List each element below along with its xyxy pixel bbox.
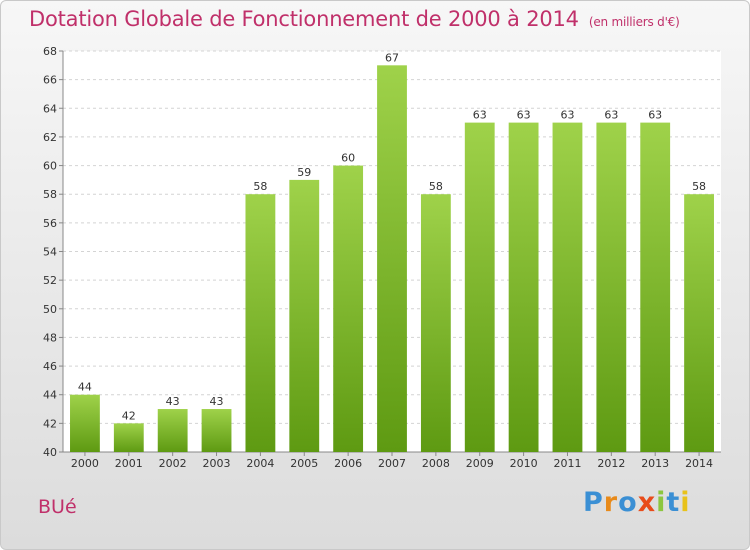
logo-letter: i	[656, 487, 667, 518]
bar-value-label: 63	[648, 109, 662, 122]
bar-value-label: 43	[166, 395, 180, 408]
logo-letter: t	[666, 487, 681, 518]
logo-letter: x	[637, 487, 657, 518]
x-tick-label: 2003	[203, 457, 231, 470]
bar-value-label: 60	[341, 152, 355, 165]
bar-value-label: 63	[560, 109, 574, 122]
bar-value-label: 43	[210, 395, 224, 408]
bar	[113, 423, 144, 452]
x-tick-label: 2009	[466, 457, 494, 470]
bar	[333, 165, 364, 453]
y-tick-label: 64	[43, 102, 57, 115]
x-tick-label: 2002	[159, 457, 187, 470]
logo-letter: i	[680, 487, 691, 518]
chart-title-text: Dotation Globale de Fonctionnement de 20…	[29, 7, 579, 31]
logo-letter: o	[618, 487, 638, 518]
y-tick-label: 48	[43, 331, 57, 344]
bar-value-label: 63	[604, 109, 618, 122]
y-tick-label: 66	[43, 74, 57, 87]
bar-value-label: 58	[429, 180, 443, 193]
x-tick-label: 2012	[597, 457, 625, 470]
x-tick-label: 2013	[641, 457, 669, 470]
logo-letter: P	[583, 487, 604, 518]
x-tick-label: 2011	[553, 457, 581, 470]
bar	[508, 122, 539, 452]
y-tick-label: 62	[43, 131, 57, 144]
logo-letter: r	[603, 487, 619, 518]
x-tick-label: 2001	[115, 457, 143, 470]
bar-value-label: 58	[253, 180, 267, 193]
bar	[245, 194, 276, 452]
bar-value-label: 59	[297, 166, 311, 179]
y-tick-label: 60	[43, 160, 57, 173]
bar	[377, 65, 407, 453]
x-tick-label: 2005	[290, 457, 318, 470]
y-tick-label: 42	[43, 417, 57, 430]
bar	[157, 409, 188, 452]
bar-value-label: 63	[517, 109, 531, 122]
bar	[289, 179, 320, 452]
proxiti-logo: Proxiti	[583, 487, 691, 518]
x-tick-label: 2000	[71, 457, 99, 470]
y-tick-label: 58	[43, 188, 57, 201]
bar-value-label: 42	[122, 409, 136, 422]
bar-value-label: 58	[692, 180, 706, 193]
bar	[201, 409, 232, 452]
y-tick-label: 54	[43, 246, 57, 259]
bar	[684, 194, 714, 452]
chart-title: Dotation Globale de Fonctionnement de 20…	[29, 7, 680, 31]
bar	[70, 394, 100, 452]
y-tick-label: 68	[43, 45, 57, 58]
bar	[640, 122, 671, 452]
x-tick-label: 2006	[334, 457, 362, 470]
bar	[552, 122, 583, 452]
bar	[464, 122, 495, 452]
y-tick-label: 40	[43, 446, 57, 459]
y-tick-label: 52	[43, 274, 57, 287]
commune-name: BUé	[38, 496, 77, 518]
y-tick-label: 56	[43, 217, 57, 230]
bar-value-label: 67	[385, 51, 399, 64]
x-tick-label: 2007	[378, 457, 406, 470]
x-tick-label: 2008	[422, 457, 450, 470]
x-tick-label: 2004	[246, 457, 274, 470]
y-tick-label: 50	[43, 303, 57, 316]
x-tick-label: 2014	[685, 457, 713, 470]
x-tick-label: 2010	[510, 457, 538, 470]
y-tick-label: 46	[43, 360, 57, 373]
bar-value-label: 44	[78, 381, 92, 394]
chart-unit: (en milliers d'€)	[588, 15, 680, 29]
bar-value-label: 63	[473, 109, 487, 122]
bar	[596, 122, 627, 452]
bar	[420, 194, 451, 452]
y-tick-label: 44	[43, 389, 57, 402]
